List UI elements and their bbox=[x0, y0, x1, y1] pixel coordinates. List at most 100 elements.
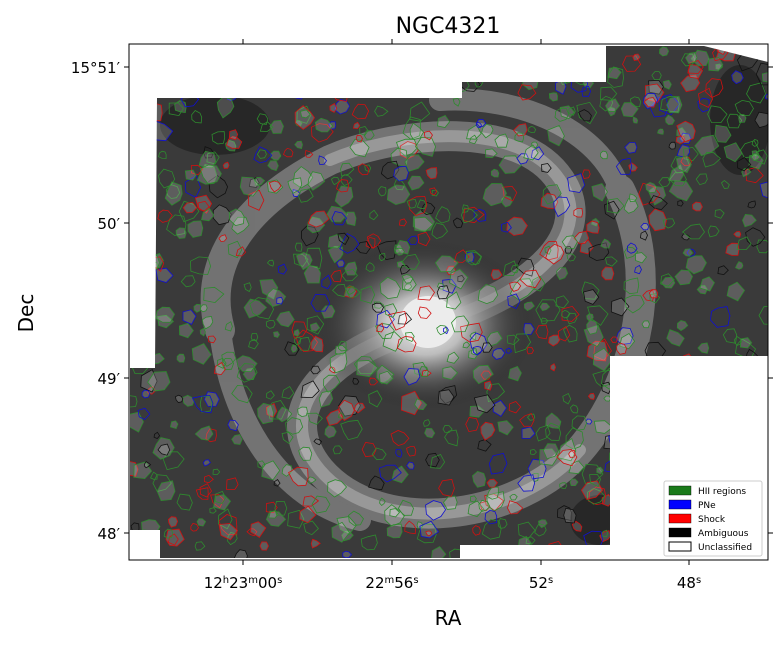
region-outline bbox=[330, 269, 343, 283]
region-outline bbox=[556, 67, 572, 84]
region-outline bbox=[270, 150, 282, 161]
region-outline bbox=[194, 425, 214, 441]
region-outline bbox=[622, 55, 642, 72]
region-outline bbox=[399, 141, 419, 160]
region-outline bbox=[557, 326, 571, 342]
region-outline bbox=[402, 116, 422, 140]
region-outline bbox=[408, 196, 428, 216]
region-outline bbox=[157, 443, 171, 456]
region-outline bbox=[535, 299, 561, 322]
y-axis-label: Dec bbox=[14, 294, 38, 333]
region-outline bbox=[276, 406, 293, 423]
region-outline bbox=[414, 398, 428, 411]
region-outline bbox=[480, 370, 492, 380]
region-outline bbox=[682, 248, 694, 257]
region-outline bbox=[329, 352, 348, 374]
region-outline bbox=[228, 208, 245, 227]
region-outline bbox=[298, 188, 314, 203]
region-outline bbox=[425, 530, 433, 537]
region-outline bbox=[726, 281, 746, 302]
region-outline bbox=[333, 54, 348, 69]
region-outline bbox=[462, 341, 471, 349]
region-outline bbox=[343, 46, 351, 51]
region-outline bbox=[503, 260, 518, 277]
region-outline bbox=[390, 430, 410, 447]
region-outline bbox=[714, 124, 732, 143]
region-outline bbox=[261, 460, 281, 481]
region-outline bbox=[456, 56, 466, 69]
region-outline bbox=[721, 179, 730, 189]
region-outline bbox=[571, 415, 588, 431]
region-outline bbox=[733, 230, 742, 238]
region-outline bbox=[482, 183, 507, 207]
region-outline bbox=[357, 163, 370, 176]
region-outline bbox=[416, 521, 424, 529]
region-outline bbox=[132, 163, 148, 182]
region-outline bbox=[222, 161, 230, 169]
region-outline bbox=[356, 360, 379, 378]
region-outline bbox=[534, 523, 547, 537]
region-outline bbox=[554, 107, 570, 122]
region-outline bbox=[668, 141, 677, 150]
region-outline bbox=[472, 345, 483, 356]
region-outline bbox=[376, 364, 395, 384]
region-outline bbox=[130, 232, 140, 245]
region-outline bbox=[425, 500, 447, 521]
region-outline bbox=[196, 163, 218, 185]
region-outline bbox=[486, 331, 503, 347]
region-outline bbox=[509, 281, 522, 292]
legend-swatch-1 bbox=[668, 499, 692, 510]
region-outline bbox=[342, 550, 353, 558]
region-outline bbox=[629, 96, 642, 108]
region-outline bbox=[177, 69, 197, 92]
region-outline bbox=[681, 223, 705, 240]
region-outline bbox=[502, 185, 518, 202]
region-outline bbox=[624, 294, 645, 314]
region-outline bbox=[606, 198, 625, 214]
region-outline bbox=[306, 76, 313, 84]
region-outline bbox=[379, 497, 386, 507]
region-outline bbox=[663, 79, 672, 90]
region-outline bbox=[158, 150, 167, 159]
region-outline bbox=[680, 53, 696, 67]
region-outline bbox=[525, 536, 536, 545]
region-outline bbox=[397, 499, 414, 516]
region-outline bbox=[605, 98, 620, 112]
y-ticks bbox=[124, 66, 773, 534]
region-outline bbox=[523, 144, 539, 161]
region-outline bbox=[449, 548, 467, 558]
legend-label-4: Unclassified bbox=[698, 543, 752, 553]
region-outline bbox=[417, 285, 435, 301]
region-outline bbox=[256, 113, 269, 126]
region-outline bbox=[310, 538, 321, 549]
region-outline bbox=[596, 466, 604, 475]
region-outline bbox=[366, 233, 382, 249]
region-outline bbox=[542, 443, 559, 460]
region-outline bbox=[491, 348, 506, 360]
region-outline bbox=[297, 406, 308, 418]
region-outline bbox=[632, 116, 639, 124]
region-outline bbox=[683, 146, 699, 162]
region-outline bbox=[339, 78, 354, 90]
region-outline bbox=[140, 267, 151, 278]
region-outline bbox=[294, 242, 303, 252]
region-outline bbox=[446, 351, 460, 364]
region-outline bbox=[239, 176, 261, 197]
region-outline bbox=[446, 291, 462, 310]
region-outline bbox=[742, 213, 757, 228]
region-outline bbox=[676, 127, 687, 138]
region-outline bbox=[353, 355, 376, 375]
region-outline bbox=[130, 92, 143, 104]
region-outline bbox=[378, 370, 394, 385]
region-outline bbox=[166, 214, 187, 236]
region-outline bbox=[130, 114, 136, 125]
region-outline bbox=[409, 101, 431, 122]
legend-label-3: Ambiguous bbox=[698, 529, 749, 539]
region-outline bbox=[293, 328, 300, 337]
region-outline bbox=[387, 310, 408, 331]
x-axis-label: RA bbox=[435, 606, 462, 630]
region-outline bbox=[331, 176, 340, 186]
region-outline bbox=[746, 82, 767, 104]
region-outline bbox=[462, 204, 470, 213]
region-outline bbox=[603, 200, 620, 220]
